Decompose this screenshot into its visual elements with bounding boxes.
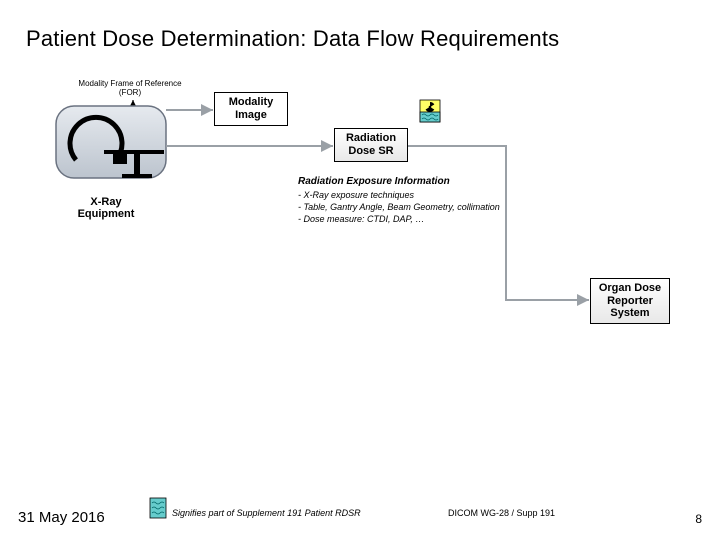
slide-root: Patient Dose Determination: Data Flow Re… (0, 0, 720, 540)
rei-title: Radiation Exposure Information (298, 176, 450, 187)
diagram-svg (0, 0, 720, 540)
modality-image-box: Modality Image (214, 92, 288, 126)
xray-equipment-text: X-Ray Equipment (78, 196, 135, 220)
radiation-hazard-icon (420, 100, 440, 122)
arrow-to-organ (408, 146, 589, 300)
footer-source: DICOM WG-28 / Supp 191 (448, 508, 555, 518)
xray-apparatus-icon (56, 106, 166, 178)
radiation-dose-sr-box: Radiation Dose SR (334, 128, 408, 162)
modality-image-text: Modality Image (229, 96, 274, 121)
rei-item-2: - Dose measure: CTDI, DAP, … (298, 214, 424, 224)
organ-dose-text: Organ Dose Reporter System (599, 282, 661, 320)
radiation-dose-sr-text: Radiation Dose SR (346, 132, 396, 157)
page-number: 8 (695, 512, 702, 526)
organ-dose-box: Organ Dose Reporter System (590, 278, 670, 324)
footer-date: 31 May 2016 (18, 509, 105, 526)
footer-rdsr-icon (150, 498, 166, 518)
rei-item-0: - X-Ray exposure techniques (298, 190, 414, 200)
footer-legend: Signifies part of Supplement 191 Patient… (172, 508, 361, 518)
xray-equipment-label: X-Ray Equipment (66, 196, 146, 220)
rei-item-1: - Table, Gantry Angle, Beam Geometry, co… (298, 202, 500, 212)
